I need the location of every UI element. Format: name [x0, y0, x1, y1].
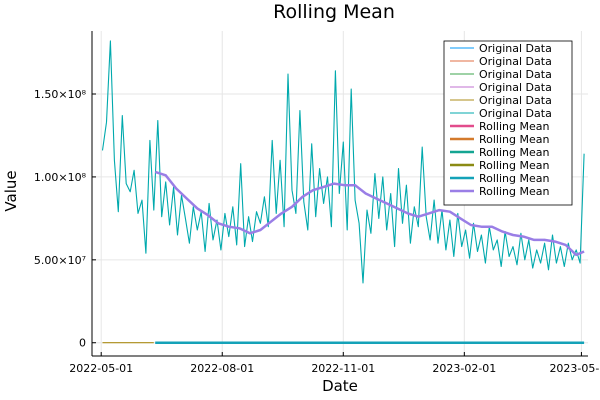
y-tick-label: 1.50×10⁸	[34, 88, 87, 101]
legend-entry-label: Original Data	[479, 107, 552, 120]
legend-entry-label: Original Data	[479, 81, 552, 94]
legend-entry-label: Rolling Mean	[479, 146, 549, 159]
x-tick-label: 2022-08-01	[190, 362, 254, 375]
x-axis-label: Date	[322, 377, 358, 395]
y-tick-label: 0	[79, 337, 86, 350]
legend-entry-label: Original Data	[479, 55, 552, 68]
axes	[91, 31, 588, 357]
y-tick-label: 5.00×10⁷	[34, 254, 86, 267]
x-tick-label: 2023-02-01	[432, 362, 496, 375]
legend-entry-label: Original Data	[479, 94, 552, 107]
x-tick-label: 2023-05-01	[549, 362, 600, 375]
plot-area	[101, 40, 585, 344]
legend-entry-label: Original Data	[479, 42, 552, 55]
legend-entry-label: Rolling Mean	[479, 159, 549, 172]
x-tick-label: 2022-05-01	[69, 362, 133, 375]
legend-entry-label: Rolling Mean	[479, 133, 549, 146]
y-axis-label: Value	[2, 170, 20, 211]
legend-entry-label: Rolling Mean	[479, 120, 549, 133]
series-line-6	[101, 40, 585, 284]
legend-entry-label: Rolling Mean	[479, 172, 549, 185]
chart-title: Rolling Mean	[273, 1, 395, 23]
tick-labels: 2022-05-01 2022-08-01 2022-11-01 2023-02-01…	[34, 88, 600, 375]
legend-entry-label: Original Data	[479, 68, 552, 81]
legend-entry-label: Rolling Mean	[479, 185, 549, 198]
series-line-12	[154, 170, 585, 257]
y-tick-label: 1.00×10⁸	[34, 171, 87, 184]
x-tick-label: 2022-11-01	[311, 362, 375, 375]
